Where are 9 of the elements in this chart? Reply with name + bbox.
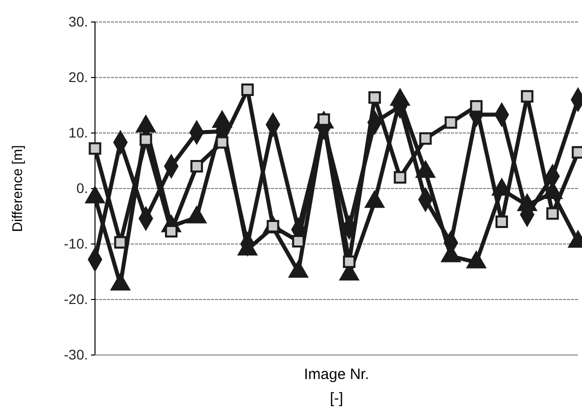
x-axis-title: Image Nr. [-] — [304, 366, 370, 407]
y-tick-label: 20. — [68, 68, 88, 85]
y-tick-label: -10. — [64, 235, 88, 252]
y-tick-label: 10. — [68, 124, 88, 140]
y-tick-label: 0. — [76, 180, 88, 196]
y-axis-title: Difference [m] — [9, 145, 25, 232]
y-tick-label: -20. — [64, 290, 88, 307]
y-tick-label: -30. — [64, 346, 88, 362]
y-tick-label: 30. — [68, 13, 88, 30]
